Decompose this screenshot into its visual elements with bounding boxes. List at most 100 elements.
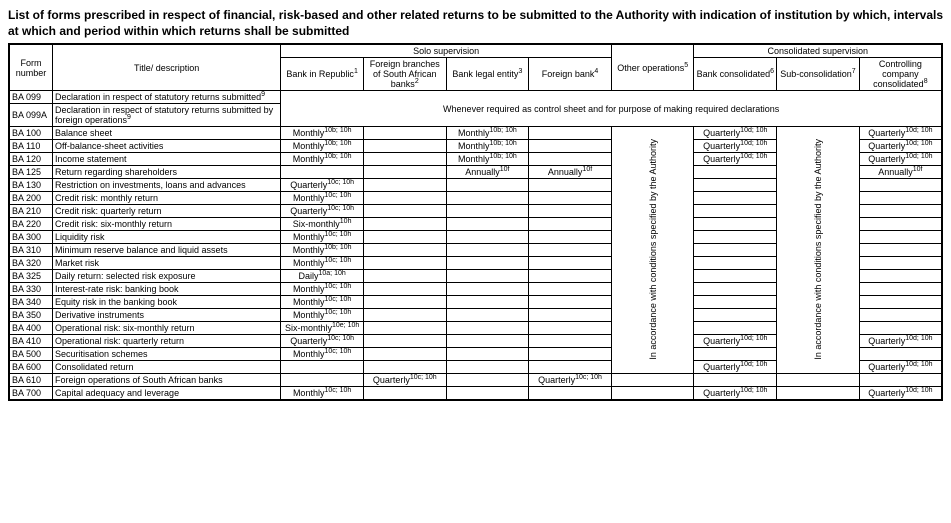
cell-code: BA 700	[9, 387, 52, 401]
cell-freq: Quarterly10d; 10h	[859, 140, 942, 153]
cell-title: Foreign operations of South African bank…	[52, 374, 280, 387]
cell-freq: Annually10f	[859, 166, 942, 179]
cell-code: BA 100	[9, 127, 52, 140]
cell-freq: Six-monthly10h	[281, 218, 364, 231]
cell-freq: Monthly10b; 10h	[281, 140, 364, 153]
cell-code: BA 500	[9, 348, 52, 361]
cell-title: Credit risk: quarterly return	[52, 205, 280, 218]
sub-cons-vertical: In accordance with conditions specified …	[777, 127, 860, 374]
cell-title: Declaration in respect of statutory retu…	[52, 104, 280, 127]
hdr-form-number: Form number	[9, 44, 52, 91]
cell-code: BA 600	[9, 361, 52, 374]
cell-freq: Six-monthly10e; 10h	[281, 322, 364, 335]
cell-freq: Monthly10c; 10h	[281, 387, 364, 401]
cell-freq: Quarterly10d; 10h	[694, 361, 777, 374]
cell-code: BA 300	[9, 231, 52, 244]
cell-code: BA 120	[9, 153, 52, 166]
cell-title: Daily return: selected risk exposure	[52, 270, 280, 283]
cell-freq: Monthly10c; 10h	[281, 231, 364, 244]
cell-code: BA 210	[9, 205, 52, 218]
cell-title: Interest-rate risk: banking book	[52, 283, 280, 296]
cell-title: Income statement	[52, 153, 280, 166]
cell-freq: Quarterly10d; 10h	[859, 387, 942, 401]
cell-title: Operational risk: quarterly return	[52, 335, 280, 348]
cell-freq: Quarterly10d; 10h	[694, 153, 777, 166]
cell-title: Credit risk: monthly return	[52, 192, 280, 205]
cell-title: Minimum reserve balance and liquid asset…	[52, 244, 280, 257]
table-row: BA 610 Foreign operations of South Afric…	[9, 374, 942, 387]
hdr-title-desc: Title/ description	[52, 44, 280, 91]
cell-freq: Quarterly10d; 10h	[694, 140, 777, 153]
cell-title: Balance sheet	[52, 127, 280, 140]
table-row: BA 099 Declaration in respect of statuto…	[9, 91, 942, 104]
cell-code: BA 220	[9, 218, 52, 231]
other-ops-vertical: In accordance with conditions specified …	[611, 127, 694, 374]
cell-freq: Daily10a; 10h	[281, 270, 364, 283]
table-row: BA 700 Capital adequacy and leverage Mon…	[9, 387, 942, 401]
cell-freq: Monthly10c; 10h	[281, 348, 364, 361]
cell-freq: Quarterly10d; 10h	[859, 153, 942, 166]
cell-freq: Monthly10b; 10h	[446, 153, 529, 166]
page-title: List of forms prescribed in respect of f…	[8, 8, 943, 39]
hdr-sub-cons: Sub-consolidation7	[777, 58, 860, 91]
cell-freq: Monthly10b; 10h	[446, 127, 529, 140]
hdr-other-ops: Other operations5	[611, 44, 694, 91]
cell-empty	[529, 127, 612, 140]
cell-title: Credit risk: six-monthly return	[52, 218, 280, 231]
cell-code: BA 325	[9, 270, 52, 283]
cell-code: BA 130	[9, 179, 52, 192]
cell-freq: Monthly10b; 10h	[281, 153, 364, 166]
cell-freq: Quarterly10c; 10h	[281, 205, 364, 218]
cell-freq: Quarterly10d; 10h	[694, 127, 777, 140]
cell-title: Derivative instruments	[52, 309, 280, 322]
hdr-solo: Solo supervision	[281, 44, 612, 58]
cell-freq: Quarterly10d; 10h	[694, 335, 777, 348]
cell-freq: Annually10f	[446, 166, 529, 179]
cell-freq: Quarterly10c; 10h	[281, 179, 364, 192]
cell-code: BA 099A	[9, 104, 52, 127]
cell-empty	[363, 127, 446, 140]
cell-freq: Monthly10b; 10h	[281, 127, 364, 140]
cell-code: BA 350	[9, 309, 52, 322]
forms-table: Form number Title/ description Solo supe…	[8, 43, 943, 401]
cell-title: Declaration in respect of statutory retu…	[52, 91, 280, 104]
declaration-span: Whenever required as control sheet and f…	[281, 91, 942, 127]
hdr-bank-cons: Bank consolidated6	[694, 58, 777, 91]
cell-code: BA 340	[9, 296, 52, 309]
cell-title: Return regarding shareholders	[52, 166, 280, 179]
cell-freq: Quarterly10c; 10h	[529, 374, 612, 387]
cell-code: BA 610	[9, 374, 52, 387]
table-row: BA 100 Balance sheet Monthly10b; 10h Mon…	[9, 127, 942, 140]
cell-title: Liquidity risk	[52, 231, 280, 244]
header-row-1: Form number Title/ description Solo supe…	[9, 44, 942, 58]
cell-freq: Monthly10c; 10h	[281, 296, 364, 309]
cell-code: BA 125	[9, 166, 52, 179]
cell-freq: Annually10f	[529, 166, 612, 179]
cell-title: Operational risk: six-monthly return	[52, 322, 280, 335]
cell-code: BA 200	[9, 192, 52, 205]
cell-freq: Quarterly10d; 10h	[859, 335, 942, 348]
cell-freq: Quarterly10c; 10h	[363, 374, 446, 387]
cell-code: BA 110	[9, 140, 52, 153]
cell-freq: Monthly10c; 10h	[281, 192, 364, 205]
cell-freq: Quarterly10d; 10h	[694, 387, 777, 401]
cell-title: Market risk	[52, 257, 280, 270]
cell-title: Capital adequacy and leverage	[52, 387, 280, 401]
cell-title: Consolidated return	[52, 361, 280, 374]
hdr-controlling: Controlling company consolidated8	[859, 58, 942, 91]
hdr-bank-republic: Bank in Republic1	[281, 58, 364, 91]
hdr-foreign-branches: Foreign branches of South African banks2	[363, 58, 446, 91]
cell-code: BA 400	[9, 322, 52, 335]
cell-freq: Quarterly10c; 10h	[281, 335, 364, 348]
cell-title: Restriction on investments, loans and ad…	[52, 179, 280, 192]
cell-title: Equity risk in the banking book	[52, 296, 280, 309]
cell-freq: Monthly10b; 10h	[446, 140, 529, 153]
cell-code: BA 320	[9, 257, 52, 270]
cell-title: Securitisation schemes	[52, 348, 280, 361]
cell-title: Off-balance-sheet activities	[52, 140, 280, 153]
cell-code: BA 330	[9, 283, 52, 296]
cell-freq: Monthly10c; 10h	[281, 309, 364, 322]
cell-freq: Monthly10c; 10h	[281, 257, 364, 270]
hdr-bank-legal: Bank legal entity3	[446, 58, 529, 91]
cell-freq: Monthly10b; 10h	[281, 244, 364, 257]
